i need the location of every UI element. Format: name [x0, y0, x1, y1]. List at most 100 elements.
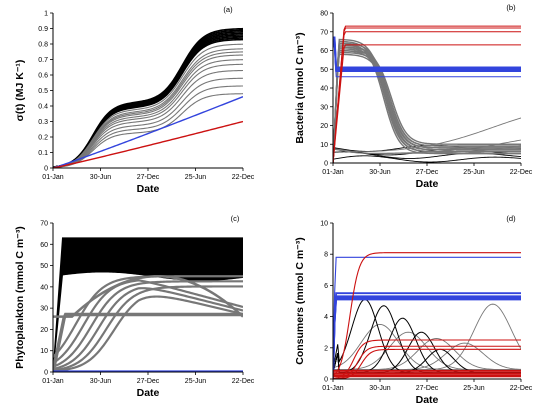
- y-tick-label: 40: [40, 284, 48, 291]
- x-tick-label: 01-Jan: [42, 378, 64, 385]
- x-tick-label: 22-Dec: [510, 385, 533, 392]
- x-tick-label: 22-Dec: [232, 174, 255, 181]
- series-line: [333, 40, 521, 71]
- x-tick-label: 01-Jan: [322, 385, 344, 392]
- y-tick-label: 6: [324, 283, 328, 290]
- y-tick-label: 10: [320, 142, 328, 149]
- x-tick-label: 27-Dec: [416, 169, 439, 176]
- x-tick-label: 25-Jun: [463, 169, 485, 176]
- y-tick-label: 0.3: [38, 119, 48, 126]
- series-line: [333, 252, 521, 377]
- series-line: [333, 155, 521, 163]
- y-axis-label: Consumers (mmol C m⁻³): [294, 237, 306, 364]
- y-tick-label: 10: [320, 221, 328, 228]
- y-tick-label: 20: [40, 327, 48, 334]
- panel-label: (d): [506, 214, 516, 223]
- x-tick-label: 22-Dec: [232, 378, 255, 385]
- y-tick-label: 0: [324, 161, 328, 168]
- x-tick-label: 22-Dec: [510, 169, 533, 176]
- y-tick-label: 8: [324, 252, 328, 259]
- x-tick-label: 27-Dec: [137, 174, 160, 181]
- series-line: [333, 51, 521, 163]
- y-tick-label: 0.2: [38, 135, 48, 142]
- series-line: [333, 46, 521, 78]
- y-tick-label: 4: [324, 314, 328, 321]
- series-line: [333, 303, 521, 371]
- y-axis-label: Phytoplankton (mmol C m⁻³): [14, 226, 26, 369]
- y-tick-label: 0.9: [38, 26, 48, 33]
- panel-d: 0 2 4 6 8 10 01-Jan 30-Jun 27-Dec 25-Jun 22-Dec Dat…: [294, 214, 533, 406]
- plot-area: [333, 25, 521, 163]
- panel-b: 0 10 20 30 40 50 60 70 80 01-Jan 30-Jun 27-Dec 25-Ju…: [294, 3, 533, 190]
- x-tick-label: 01-Jan: [42, 174, 64, 181]
- y-tick-label: 50: [320, 67, 328, 74]
- y-tick-label: 10: [40, 348, 48, 355]
- series-line: [53, 27, 243, 168]
- series-line: [333, 36, 521, 69]
- series-line: [333, 295, 521, 379]
- plot-area: [53, 237, 243, 372]
- panel-label: (a): [223, 5, 233, 14]
- panel-c: 0 10 20 30 40 50 60 70 01-Jan 30-Jun 27-Dec 25-Jun 2…: [14, 214, 255, 399]
- series-line: [333, 27, 521, 163]
- x-tick-label: 27-Dec: [137, 378, 160, 385]
- x-axis-label: Date: [137, 183, 160, 195]
- y-tick-label: 30: [40, 306, 48, 313]
- series-line: [53, 280, 243, 368]
- series-line: [333, 44, 521, 163]
- series-line: [53, 63, 243, 168]
- x-tick-label: 30-Jun: [90, 378, 112, 385]
- y-tick-label: 50: [40, 263, 48, 270]
- x-tick-label: 30-Jun: [90, 174, 112, 181]
- panel-label: (c): [231, 214, 240, 223]
- y-tick-label: 40: [320, 86, 328, 93]
- x-tick-label: 01-Jan: [322, 169, 344, 176]
- series-line: [333, 53, 521, 163]
- series-line: [333, 296, 521, 379]
- series-line: [333, 292, 521, 379]
- series-line: [53, 69, 243, 168]
- panel-a: 0 0.1 0.2 0.3 0.4 0.5 0.6 0.7 0.8 0.9 1 01-Jan 30-Ju…: [14, 5, 255, 195]
- series-arc: [53, 274, 243, 318]
- y-tick-label: 0: [44, 370, 48, 377]
- x-tick-label: 25-Jun: [185, 174, 207, 181]
- plot-area: [53, 27, 243, 168]
- series-line: [333, 339, 521, 379]
- y-tick-label: 1: [44, 11, 48, 18]
- series-line: [53, 287, 243, 371]
- y-tick-label: 0.1: [38, 150, 48, 157]
- series-line: [333, 43, 521, 73]
- series-line: [333, 49, 521, 163]
- y-tick-label: 70: [320, 29, 328, 36]
- y-tick-label: 30: [320, 104, 328, 111]
- y-tick-label: 0: [44, 166, 48, 173]
- panel-label: (b): [506, 3, 516, 12]
- y-tick-label: 70: [40, 221, 48, 228]
- series-line: [333, 38, 521, 70]
- plot-area: [333, 252, 521, 379]
- series-line: [333, 331, 521, 371]
- y-tick-label: 0.5: [38, 88, 48, 95]
- series-line: [53, 77, 243, 168]
- y-tick-label: 20: [320, 123, 328, 130]
- series-line: [333, 256, 521, 379]
- y-tick-label: 0: [324, 377, 328, 384]
- series-line: [333, 31, 521, 163]
- series-line: [53, 120, 243, 168]
- series-line: [333, 25, 521, 163]
- series-line: [333, 348, 521, 379]
- x-axis-label: Date: [137, 387, 160, 399]
- y-tick-label: 80: [320, 11, 328, 18]
- y-tick-label: 0.6: [38, 73, 48, 80]
- x-tick-label: 27-Dec: [416, 385, 439, 392]
- series-line: [333, 345, 521, 379]
- y-axis-label: σ(t) (MJ K⁻¹): [14, 60, 26, 122]
- y-tick-label: 0.8: [38, 42, 48, 49]
- series-band-black: [53, 237, 243, 372]
- y-tick-label: 60: [40, 242, 48, 249]
- x-tick-label: 30-Jun: [369, 385, 391, 392]
- series-line: [333, 298, 521, 379]
- x-axis-label: Date: [416, 394, 439, 406]
- x-tick-label: 25-Jun: [185, 378, 207, 385]
